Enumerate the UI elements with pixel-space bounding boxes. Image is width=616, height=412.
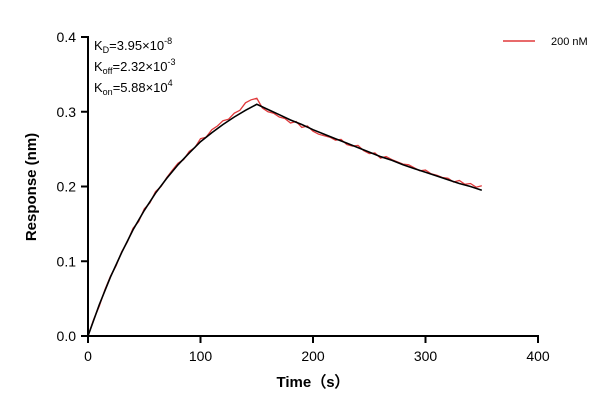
y-tick-label: 0.3 xyxy=(57,104,77,120)
kinetic-constant-off: Koff=2.32×10-3 xyxy=(94,57,175,76)
x-tick-label: 400 xyxy=(526,348,550,364)
x-tick-label: 100 xyxy=(189,348,213,364)
legend-label: 200 nM xyxy=(551,36,588,48)
series-layer xyxy=(87,97,483,337)
x-axis-label: Time（s） xyxy=(276,373,349,391)
x-tick-label: 200 xyxy=(301,348,325,364)
series-fit-line xyxy=(87,103,483,337)
kinetic-constants: KD=3.95×10-8 Koff=2.32×10-3 Kon=5.88×104 xyxy=(94,36,175,97)
y-tick-label: 0.4 xyxy=(57,29,77,45)
series-200nM-measured-line xyxy=(87,97,482,337)
kinetic-constant-on: Kon=5.88×104 xyxy=(94,78,173,97)
kinetic-constant-D: KD=3.95×10-8 xyxy=(94,36,172,55)
x-tick-label: 300 xyxy=(414,348,438,364)
y-tick-label: 0.2 xyxy=(57,179,77,195)
legend: 200 nM xyxy=(503,36,588,48)
ticks-layer: 0 100 200 300 400 0.0 0.1 0.2 0.3 0.4 xyxy=(57,29,550,364)
x-tick-label: 0 xyxy=(84,348,92,364)
y-axis-label: Response (nm) xyxy=(23,133,40,241)
y-tick-label: 0.1 xyxy=(57,253,77,269)
y-tick-label: 0.0 xyxy=(57,328,77,344)
